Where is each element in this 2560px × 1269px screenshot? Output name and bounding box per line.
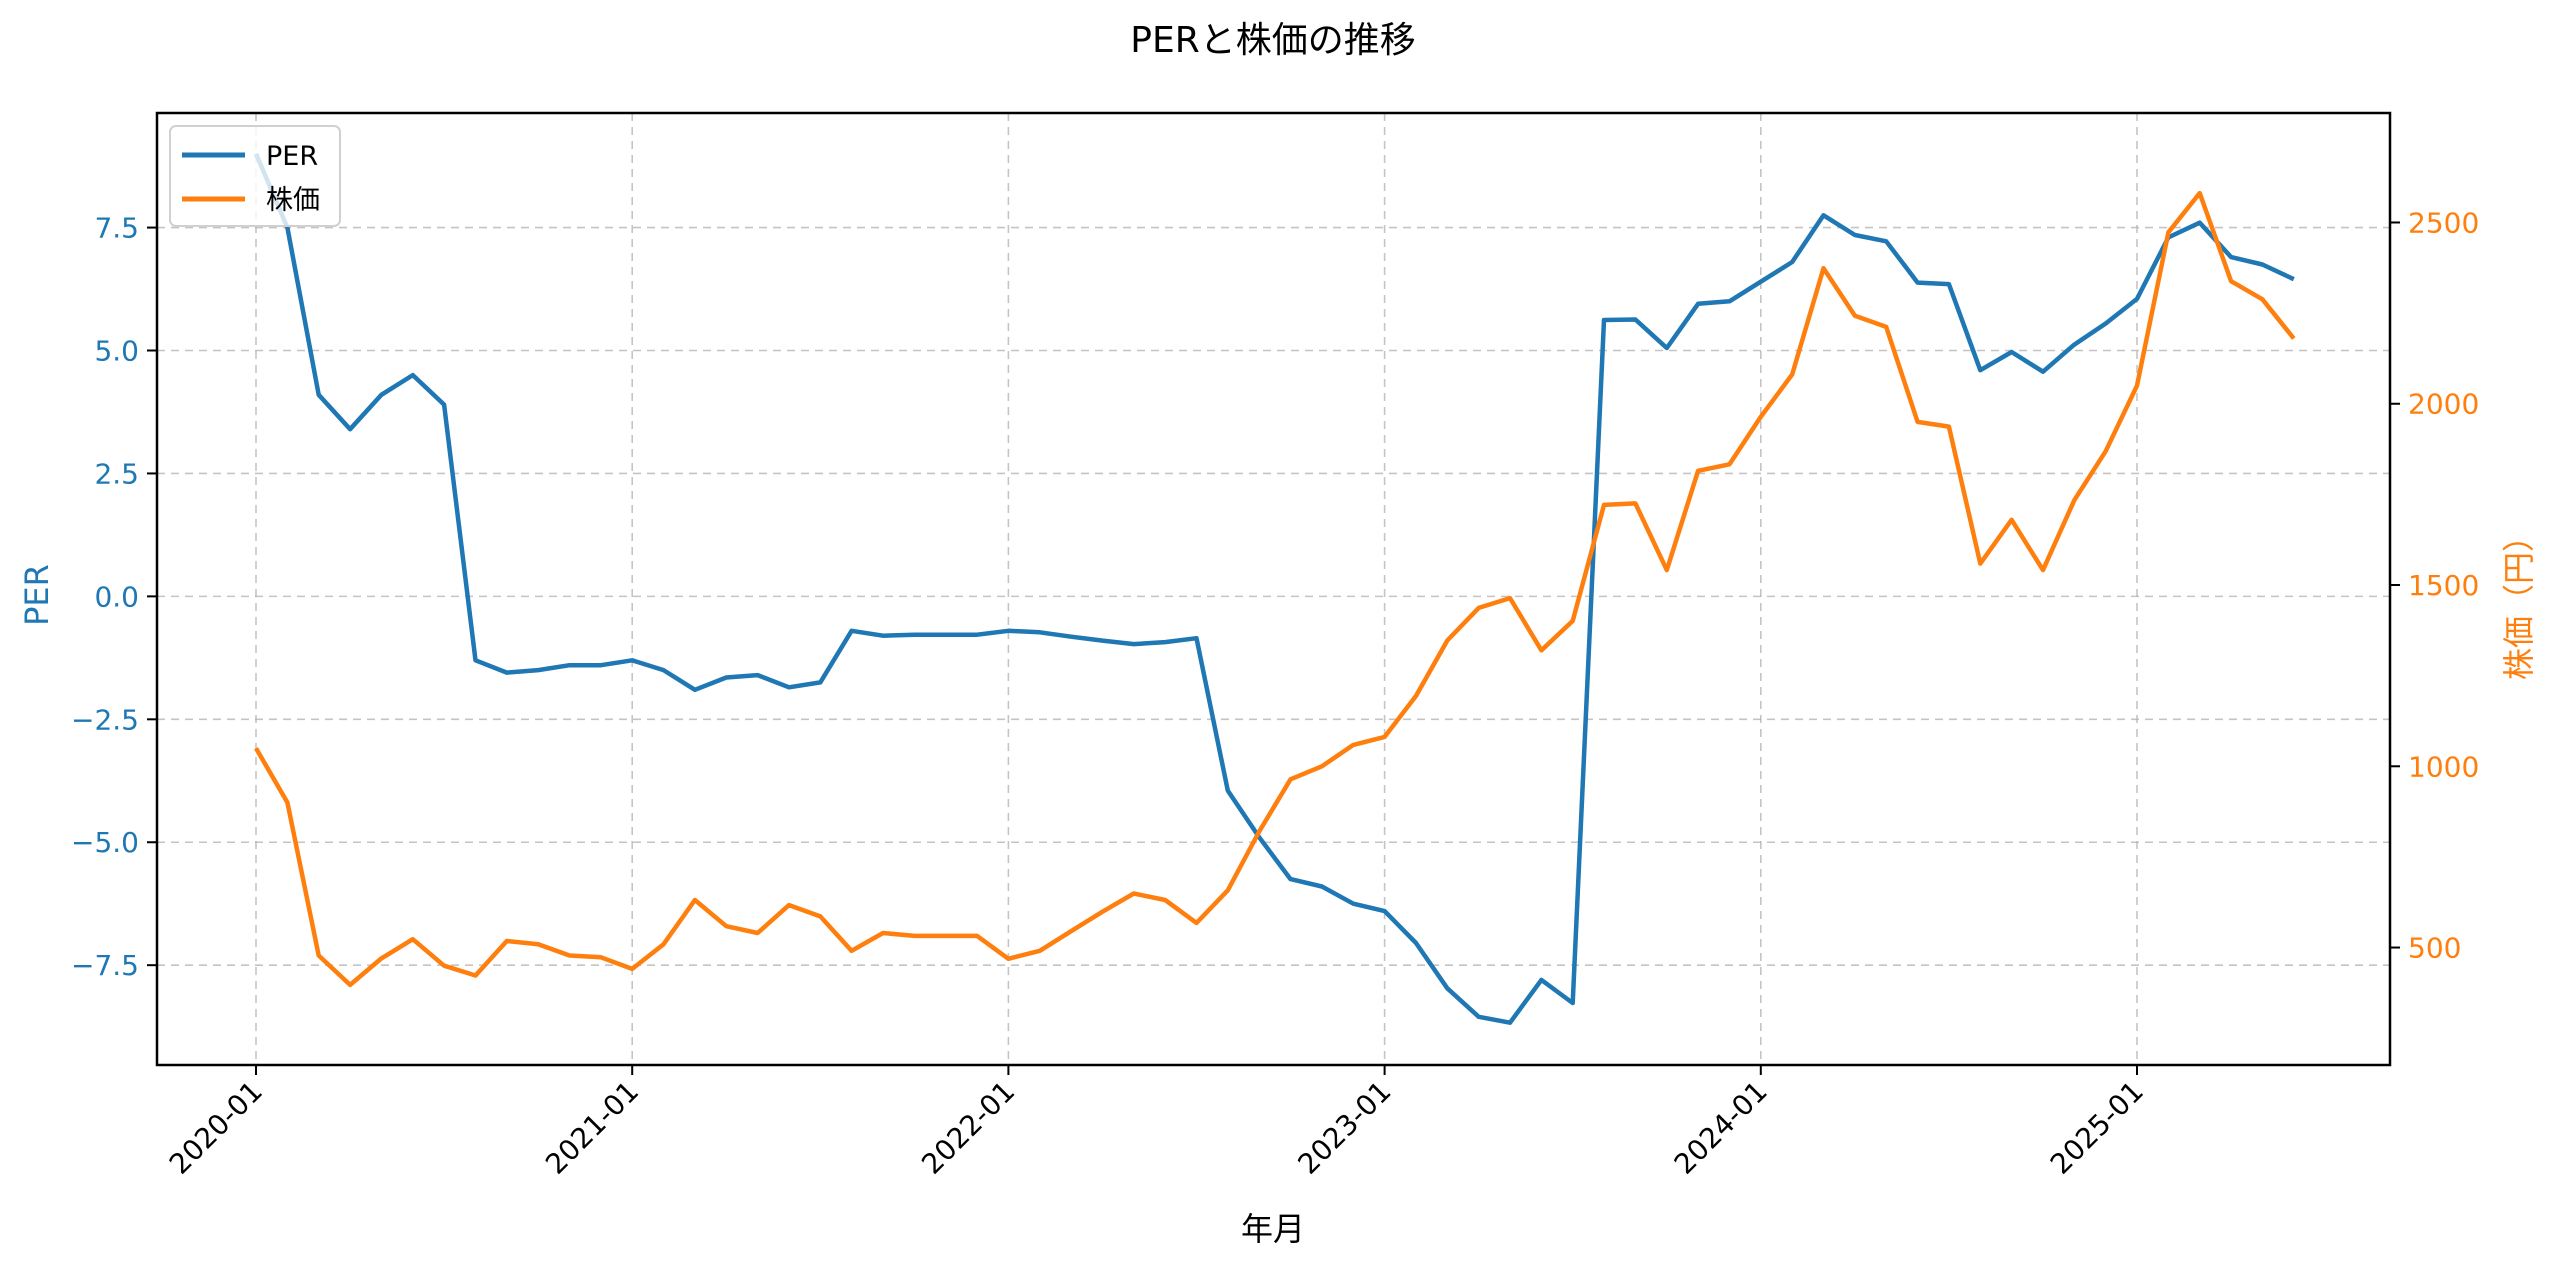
right-tick-label: 1500 [2408,569,2479,602]
x-tick-label: 2024-01 [1668,1075,1774,1181]
left-y-axis: −7.5 −5.0 −2.5 0.0 2.5 5.0 7.5 [71,212,157,982]
left-y-axis-label: PER [18,564,56,626]
left-tick-label: −2.5 [71,703,139,736]
legend-price-label: 株価 [266,185,320,216]
left-tick-label: 2.5 [94,457,139,490]
left-tick-label: 7.5 [94,212,139,245]
right-tick-label: 2500 [2408,206,2479,239]
plot-frame [155,111,2392,1067]
x-axis: 2020-01 2021-01 2022-01 2023-01 2024-01 2025-… [163,1065,2150,1181]
legend: PER 株価 [169,125,341,227]
x-axis-label: 年月 [1241,1210,1305,1248]
series-line-price [254,190,2296,988]
right-y-axis: 500 1000 1500 2000 2500 [2390,206,2479,965]
x-tick-label: 2022-01 [915,1075,1021,1181]
legend-per-label: PER [266,141,318,172]
right-tick-label: 500 [2408,932,2461,965]
left-tick-label: 0.0 [94,580,139,613]
chart-title: PERと株価の推移 [1130,20,1415,61]
right-tick-label: 1000 [2408,750,2479,783]
right-tick-label: 2000 [2408,388,2479,421]
left-tick-label: −5.0 [71,826,139,859]
x-tick-label: 2021-01 [539,1075,645,1181]
series-line-per [253,152,2295,1025]
right-y-axis-label: 株価（円） [2500,520,2538,680]
left-tick-label: −7.5 [71,949,139,982]
left-tick-label: 5.0 [94,335,139,368]
x-tick-label: 2025-01 [2044,1075,2150,1181]
grid [157,113,2390,1065]
x-tick-label: 2020-01 [163,1075,269,1181]
series-lines [253,152,2296,1025]
x-tick-label: 2023-01 [1291,1075,1397,1181]
